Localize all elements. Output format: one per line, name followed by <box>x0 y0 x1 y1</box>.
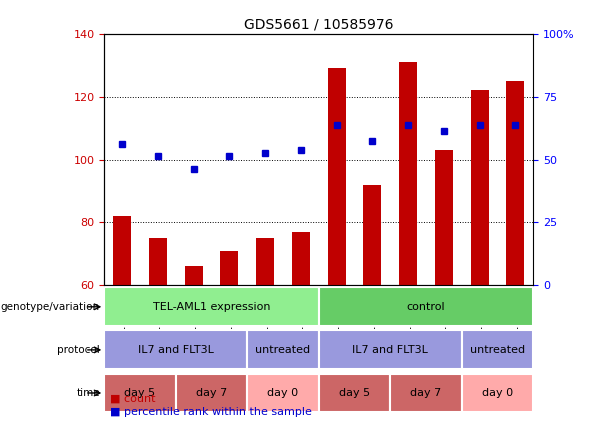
Bar <box>113 216 131 285</box>
Text: IL7 and FLT3L: IL7 and FLT3L <box>138 345 214 355</box>
Text: genotype/variation: genotype/variation <box>1 302 100 312</box>
Bar <box>319 34 354 285</box>
FancyBboxPatch shape <box>390 374 462 412</box>
FancyBboxPatch shape <box>104 330 247 369</box>
FancyBboxPatch shape <box>462 374 533 412</box>
Bar <box>426 34 462 285</box>
FancyBboxPatch shape <box>319 330 462 369</box>
Text: day 5: day 5 <box>339 388 370 398</box>
Text: time: time <box>76 388 100 398</box>
Text: untreated: untreated <box>470 345 525 355</box>
Bar <box>211 34 247 285</box>
Bar <box>328 69 346 285</box>
Bar <box>149 238 167 285</box>
Text: day 0: day 0 <box>482 388 513 398</box>
Bar <box>221 251 238 285</box>
Title: GDS5661 / 10585976: GDS5661 / 10585976 <box>244 17 394 31</box>
Bar <box>292 232 310 285</box>
Bar <box>104 34 140 285</box>
FancyBboxPatch shape <box>247 374 319 412</box>
Bar <box>140 34 176 285</box>
FancyBboxPatch shape <box>319 374 390 412</box>
Bar <box>399 62 417 285</box>
Bar <box>435 150 453 285</box>
FancyBboxPatch shape <box>247 330 319 369</box>
Text: TEL-AML1 expression: TEL-AML1 expression <box>153 302 270 312</box>
Text: day 7: day 7 <box>196 388 227 398</box>
Text: protocol: protocol <box>57 345 100 355</box>
Text: ■ percentile rank within the sample: ■ percentile rank within the sample <box>110 407 312 417</box>
Bar <box>462 34 498 285</box>
Bar <box>354 34 390 285</box>
FancyBboxPatch shape <box>104 374 176 412</box>
Bar <box>471 91 489 285</box>
Text: IL7 and FLT3L: IL7 and FLT3L <box>352 345 428 355</box>
Bar <box>176 34 211 285</box>
FancyBboxPatch shape <box>104 287 319 326</box>
Bar <box>364 185 381 285</box>
FancyBboxPatch shape <box>319 287 533 326</box>
Bar <box>283 34 319 285</box>
Bar <box>256 238 274 285</box>
Text: ■ count: ■ count <box>110 394 156 404</box>
Text: day 5: day 5 <box>124 388 156 398</box>
Text: untreated: untreated <box>256 345 311 355</box>
Bar <box>390 34 426 285</box>
FancyBboxPatch shape <box>462 330 533 369</box>
Bar <box>498 34 533 285</box>
Bar <box>506 81 524 285</box>
Bar <box>185 266 202 285</box>
Bar <box>247 34 283 285</box>
Text: day 0: day 0 <box>267 388 299 398</box>
Text: control: control <box>406 302 446 312</box>
Text: day 7: day 7 <box>411 388 441 398</box>
FancyBboxPatch shape <box>176 374 247 412</box>
